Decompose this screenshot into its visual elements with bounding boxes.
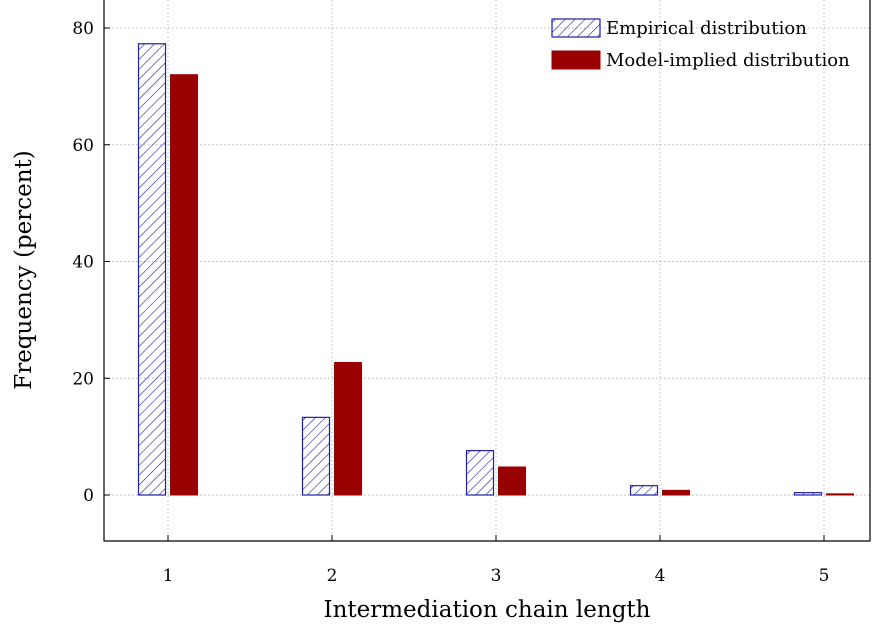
legend-label: Empirical distribution	[606, 18, 807, 39]
ticks: 0 20 40 60 80 1 2 3 4 5	[72, 19, 829, 586]
legend-label: Model-implied distribution	[606, 50, 850, 71]
y-tick-label: 0	[83, 486, 94, 506]
bar-model	[334, 361, 362, 496]
bar-empirical	[301, 416, 331, 496]
bar-empirical	[137, 43, 167, 496]
bar-empirical	[465, 450, 495, 496]
x-tick-label: 5	[819, 566, 830, 586]
x-tick-label: 1	[163, 566, 174, 586]
x-tick-label: 2	[327, 566, 338, 586]
x-tick-label: 3	[491, 566, 502, 586]
legend: Empirical distribution Model-implied dist…	[551, 18, 850, 71]
bars	[137, 43, 854, 496]
x-axis-title: Intermediation chain length	[324, 597, 651, 623]
legend-swatch-model	[551, 50, 601, 70]
bar-model	[498, 466, 526, 496]
y-tick-label: 40	[72, 253, 94, 273]
bar-empirical	[793, 492, 823, 496]
y-tick-label: 20	[72, 369, 94, 389]
bar-model	[826, 493, 854, 496]
legend-swatch-empirical	[551, 18, 601, 38]
x-tick-label: 4	[655, 566, 666, 586]
y-axis-title: Frequency (percent)	[11, 150, 37, 390]
y-tick-label: 60	[72, 136, 94, 156]
y-tick-label: 80	[72, 19, 94, 39]
bar-empirical	[629, 485, 659, 496]
axis-frame	[103, 0, 871, 542]
bar-model	[662, 489, 690, 496]
bar-model	[170, 74, 198, 496]
